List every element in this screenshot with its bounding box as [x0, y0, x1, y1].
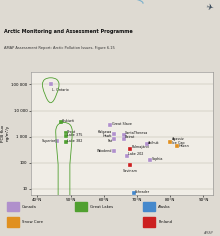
- Text: Alaska: Alaska: [158, 205, 171, 209]
- Text: Lake 375: Lake 375: [67, 133, 82, 137]
- Text: AMAP: AMAP: [204, 231, 213, 235]
- Point: [132, 191, 136, 195]
- Point: [64, 134, 67, 138]
- Text: Agassiz
Ice Cap: Agassiz Ice Cap: [172, 137, 184, 145]
- Bar: [143, 217, 155, 227]
- Text: Hawk
Fat: Hawk Fat: [103, 134, 112, 143]
- Point: [169, 141, 172, 144]
- Text: Woodend: Woodend: [97, 149, 112, 153]
- Text: Siskiwit: Siskiwit: [62, 119, 75, 123]
- Point: [109, 123, 112, 127]
- Text: Anihuk: Anihuk: [148, 141, 160, 145]
- Y-axis label: PCB flux
ng/m²/y: PCB flux ng/m²/y: [1, 125, 10, 142]
- Text: Lake 382: Lake 382: [67, 139, 82, 143]
- Point: [148, 158, 152, 162]
- Point: [145, 142, 149, 146]
- Bar: [143, 202, 155, 211]
- Text: Trout: Trout: [67, 130, 75, 134]
- Point: [175, 144, 179, 148]
- Text: Great Slave: Great Slave: [112, 122, 132, 126]
- Text: L. Ontario: L. Ontario: [52, 88, 68, 92]
- Bar: [7, 202, 19, 211]
- Bar: [75, 202, 87, 211]
- Text: Bairat: Bairat: [125, 135, 135, 139]
- Point: [49, 83, 53, 86]
- Text: Canada: Canada: [22, 205, 37, 209]
- Point: [112, 137, 116, 140]
- Point: [59, 121, 62, 124]
- Text: Snow Core: Snow Core: [22, 220, 43, 224]
- Text: Great Lakes: Great Lakes: [90, 205, 113, 209]
- Text: Schrader: Schrader: [135, 190, 150, 194]
- Point: [125, 154, 129, 157]
- Point: [64, 140, 67, 144]
- Point: [129, 164, 132, 167]
- Text: SantaTheresa: SantaTheresa: [125, 131, 148, 135]
- Text: AMAP Assessment Report: Arctic Pollution Issues, Figure 6.15: AMAP Assessment Report: Arctic Pollution…: [4, 46, 115, 50]
- Text: Sophia: Sophia: [152, 157, 163, 161]
- Text: Superior: Superior: [42, 139, 56, 143]
- Point: [56, 139, 59, 143]
- Text: Lake 202: Lake 202: [128, 152, 144, 156]
- Point: [129, 147, 132, 151]
- Text: Palmajärvi: Palmajärvi: [132, 145, 150, 149]
- Point: [112, 149, 116, 153]
- Text: Arctic Monitoring and Assessment Programme: Arctic Monitoring and Assessment Program…: [4, 29, 133, 34]
- Bar: [7, 217, 19, 227]
- Point: [122, 133, 126, 136]
- Text: Kalgawa: Kalgawa: [98, 131, 112, 134]
- Point: [112, 132, 116, 136]
- Text: Savinam: Savinam: [123, 169, 138, 173]
- Text: Finland: Finland: [158, 220, 172, 224]
- Text: ✈: ✈: [205, 2, 213, 12]
- Point: [64, 131, 67, 135]
- Point: [122, 137, 126, 140]
- Text: Hazen: Hazen: [178, 144, 189, 148]
